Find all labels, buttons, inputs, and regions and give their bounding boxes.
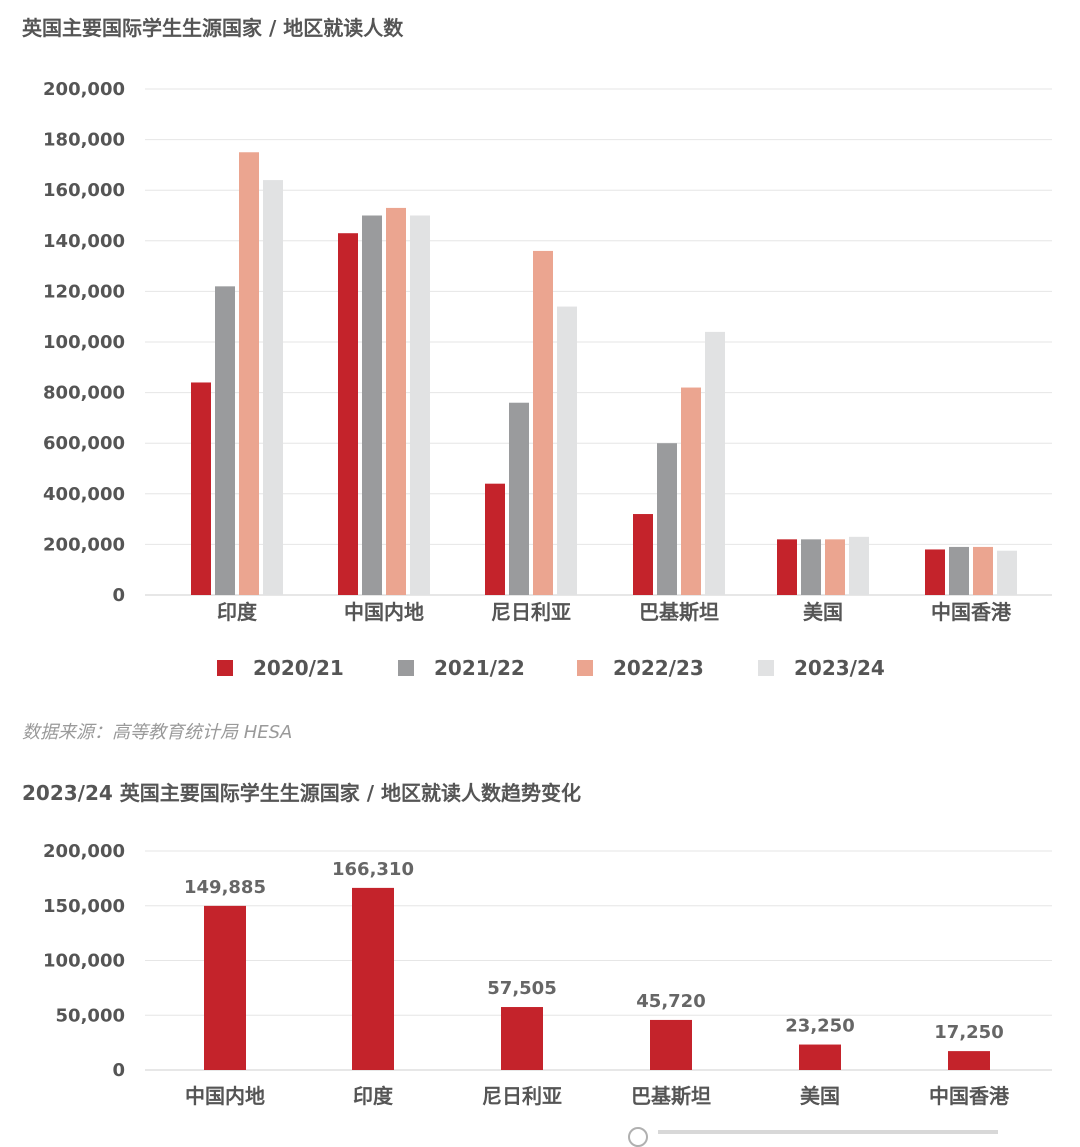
chart2-data-label: 23,250 xyxy=(785,1016,854,1037)
legend-swatch xyxy=(217,660,233,676)
chart1-bar-2023-24 xyxy=(410,215,430,595)
chart1-ytick-label: 120,000 xyxy=(43,281,125,302)
chart1-legend: 2020/21 2021/22 2022/23 2023/24 xyxy=(0,656,1080,686)
chart1-bar-2020-21 xyxy=(485,483,505,595)
chart2-bar xyxy=(501,1007,543,1070)
legend-item-2020-21: 2020/21 xyxy=(217,656,344,680)
chart1-ytick-label: 0 xyxy=(112,585,125,606)
chart2-ytick-label: 0 xyxy=(112,1060,125,1081)
legend-label: 2022/23 xyxy=(613,656,704,680)
chart2-data-label: 166,310 xyxy=(332,859,414,880)
chart1-bar-2020-21 xyxy=(777,539,797,595)
chart2-ytick-label: 200,000 xyxy=(43,841,125,862)
chart2-data-label: 57,505 xyxy=(487,978,556,999)
chart1-bar-2023-24 xyxy=(263,180,283,595)
legend-label: 2021/22 xyxy=(434,656,525,680)
chart1-bar-2022-23 xyxy=(239,152,259,595)
chart1-bar-2020-21 xyxy=(633,514,653,595)
legend-swatch xyxy=(398,660,414,676)
chart1-bar-2023-24 xyxy=(849,536,869,595)
chart1-xtick-label: 印度 xyxy=(217,600,258,624)
chart2-bar xyxy=(948,1051,990,1070)
chart1-bar-2023-24 xyxy=(997,550,1017,595)
chart1-bar-2021-22 xyxy=(509,402,529,595)
chart2-ytick-label: 100,000 xyxy=(43,951,125,972)
legend-item-2023-24: 2023/24 xyxy=(758,656,885,680)
source-note: 数据来源：高等教育统计局 HESA xyxy=(22,722,293,743)
legend-swatch xyxy=(758,660,774,676)
chart2-ytick-label: 150,000 xyxy=(43,896,125,917)
chart2-xtick-label: 印度 xyxy=(353,1084,394,1108)
chart1-ytick-label: 600,000 xyxy=(43,433,125,454)
chart1-ytick-label: 800,000 xyxy=(43,383,125,404)
chart1-bar-2021-22 xyxy=(362,215,382,595)
chart1-xtick-label: 巴基斯坦 xyxy=(639,600,719,624)
chart1-ytick-label: 100,000 xyxy=(43,332,125,353)
chart2-data-label: 17,250 xyxy=(934,1022,1003,1043)
cropped-footer-mark xyxy=(628,1127,1008,1147)
chart2-xtick-label: 中国香港 xyxy=(929,1084,1010,1108)
chart1-bar-2022-23 xyxy=(681,387,701,595)
chart1-bar-2020-21 xyxy=(191,382,211,595)
chart1-bar-2021-22 xyxy=(801,539,821,595)
chart1-bar-2022-23 xyxy=(973,546,993,595)
legend-item-2021-22: 2021/22 xyxy=(398,656,525,680)
chart1-ytick-label: 200,000 xyxy=(43,79,125,100)
chart1-xtick-label: 中国香港 xyxy=(931,600,1012,624)
chart1-bar-2023-24 xyxy=(557,306,577,595)
legend-label: 2020/21 xyxy=(253,656,344,680)
chart1-bar-2021-22 xyxy=(657,443,677,595)
chart1-bar-2022-23 xyxy=(386,207,406,595)
chart1-title: 英国主要国际学生生源国家 / 地区就读人数 xyxy=(22,16,404,40)
legend-item-2022-23: 2022/23 xyxy=(577,656,704,680)
chart2-bar xyxy=(650,1019,692,1070)
chart2-ytick-label: 50,000 xyxy=(56,1005,125,1026)
chart2-title: 2023/24 英国主要国际学生生源国家 / 地区就读人数趋势变化 xyxy=(22,781,581,805)
chart1-xtick-label: 尼日利亚 xyxy=(491,600,571,624)
chart2-bar xyxy=(352,887,394,1070)
chart1-xtick-label: 美国 xyxy=(803,600,843,624)
chart2-xtick-label: 美国 xyxy=(800,1084,840,1108)
chart1-bar-2021-22 xyxy=(949,546,969,595)
chart1-ytick-label: 400,000 xyxy=(43,484,125,505)
chart1-ytick-label: 160,000 xyxy=(43,180,125,201)
chart1-bar-2023-24 xyxy=(705,331,725,595)
chart2-bar xyxy=(799,1044,841,1070)
chart1-ytick-label: 200,000 xyxy=(43,534,125,555)
chart1-bar-2022-23 xyxy=(533,250,553,596)
chart2-xtick-label: 尼日利亚 xyxy=(482,1084,562,1108)
chart1-xtick-label: 中国内地 xyxy=(344,600,424,624)
chart2-data-label: 45,720 xyxy=(636,991,705,1012)
chart1-bar-2020-21 xyxy=(925,549,945,595)
chart1-ytick-label: 180,000 xyxy=(43,130,125,151)
legend-swatch xyxy=(577,660,593,676)
chart2-bar xyxy=(204,905,246,1070)
chart2-data-label: 149,885 xyxy=(184,877,266,898)
chart1-plot: 0 200,000 400,000 600,000 800,000 100,000 120,… xyxy=(43,79,1052,624)
chart2-xtick-label: 中国内地 xyxy=(185,1084,265,1108)
chart1-ytick-label: 140,000 xyxy=(43,231,125,252)
chart1-bar-2021-22 xyxy=(215,286,235,595)
chart1-bar-2020-21 xyxy=(338,233,358,595)
chart2-xtick-label: 巴基斯坦 xyxy=(631,1084,711,1108)
chart1-bar-2022-23 xyxy=(825,539,845,595)
legend-label: 2023/24 xyxy=(794,656,885,680)
